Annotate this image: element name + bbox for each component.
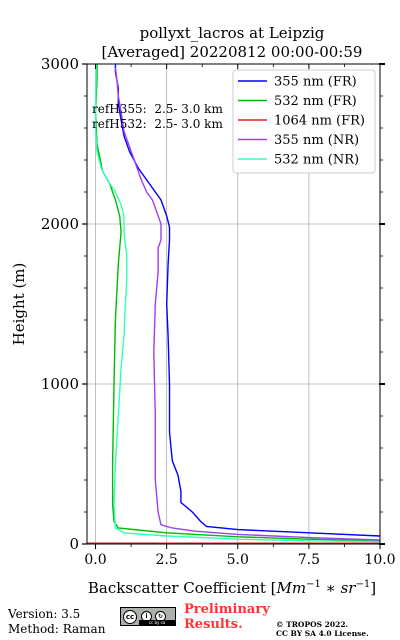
y-tick-label: 1000 (41, 375, 79, 393)
x-axis-label-main: Backscatter Coefficient (88, 579, 266, 597)
axis-ticks: 0.0 2.5 5.0 7.5 10.0 0 1000 2000 3000 (41, 55, 396, 568)
backscatter-chart: pollyxt_lacros at Leipzig [Averaged] 202… (10, 24, 396, 597)
data-series (87, 64, 380, 544)
series-line-532-nm-nr- (94, 64, 380, 543)
preliminary-notice: Preliminary Results. (184, 602, 270, 632)
method-text: Method: Raman (8, 622, 106, 636)
y-tick-label: 2000 (41, 215, 79, 233)
y-tick-label: 0 (69, 535, 79, 553)
series-line-355-nm-fr- (114, 64, 380, 537)
legend-entry-label: 355 nm (FR) (274, 75, 357, 90)
x-tick-label: 10.0 (364, 552, 395, 568)
legend-entry-label: 532 nm (FR) (274, 94, 357, 109)
chart-subtitle: [Averaged] 20220812 00:00-00:59 (102, 43, 363, 61)
x-tick-label: 7.5 (298, 552, 320, 568)
x-tick-label: 2.5 (156, 552, 178, 568)
x-tick-label: 5.0 (227, 552, 249, 568)
cc-icon: cc (123, 610, 137, 624)
legend-entry-label: 532 nm (NR) (274, 153, 359, 168)
copyright-line-2: CC BY SA 4.0 License. (276, 629, 369, 638)
ref-height-532: refH532: 2.5- 3.0 km (92, 117, 223, 131)
chart-title: pollyxt_lacros at Leipzig (140, 24, 325, 42)
legend-box (232, 69, 376, 174)
preliminary-line-2: Results. (184, 617, 243, 632)
series-line-532-nm-fr- (94, 64, 380, 542)
legend: 355 nm (FR) 532 nm (FR) 1064 nm (FR) 355 nm… (232, 69, 376, 174)
copyright-notice: © TROPOS 2022. CC BY SA 4.0 License. (276, 620, 369, 638)
ref-height-355: refH355: 2.5- 3.0 km (92, 102, 223, 116)
legend-entry-label: 355 nm (NR) (274, 133, 359, 148)
series-line-355-nm-nr- (114, 67, 380, 541)
preliminary-line-1: Preliminary (184, 602, 270, 617)
x-axis-label: Backscatter Coefficient [Mm−1 ∗ sr−1] (88, 579, 376, 597)
y-tick-label: 3000 (41, 55, 79, 73)
license-badge-label: cc by sa (139, 620, 175, 625)
legend-entry-label: 1064 nm (FR) (274, 114, 365, 129)
y-axis-label: Height (m) (10, 263, 28, 346)
plot-frame (86, 63, 381, 545)
copyright-line-1: © TROPOS 2022. (276, 620, 349, 629)
version-text: Version: 3.5 (8, 607, 81, 621)
x-tick-label: 0.0 (84, 552, 106, 568)
cc-license-badge[interactable]: cc i ↻ cc by sa (120, 607, 176, 626)
